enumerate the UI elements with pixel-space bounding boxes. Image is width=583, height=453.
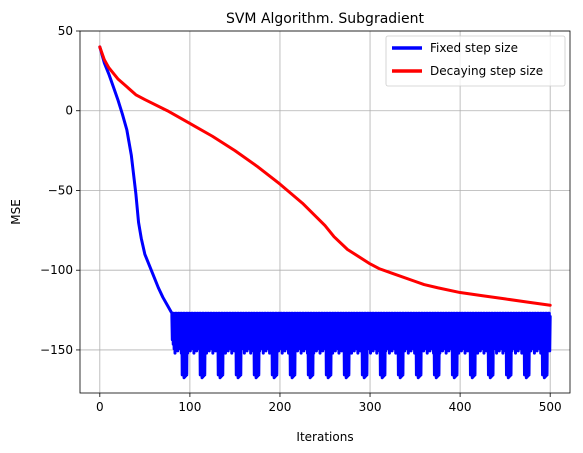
y-tick-label: −50 [48, 183, 73, 197]
legend: Fixed step size Decaying step size [385, 35, 566, 87]
y-tick-label: −150 [40, 343, 73, 357]
y-axis-label: MSE [9, 199, 23, 225]
x-tick-label: 200 [269, 400, 292, 414]
y-tick-label: 0 [65, 104, 73, 118]
legend-label-decaying: Decaying step size [430, 64, 543, 78]
series-line-decaying-step [98, 45, 552, 307]
x-tick-label: 300 [359, 400, 382, 414]
y-tick-label: 50 [58, 24, 73, 38]
x-tick-label: 500 [539, 400, 562, 414]
x-tick-label: 100 [178, 400, 201, 414]
x-axis: 0 100 200 300 400 500 [96, 393, 562, 414]
y-tick-label: −100 [40, 263, 73, 277]
y-axis: 50 0 −50 −100 −150 [40, 24, 80, 357]
plot-frame [79, 30, 571, 394]
x-tick-label: 0 [96, 400, 104, 414]
series-line-fixed-step [98, 45, 552, 380]
x-tick-label: 400 [449, 400, 472, 414]
legend-box [385, 35, 566, 87]
x-axis-label: Iterations [296, 430, 353, 444]
plot-area [98, 45, 552, 380]
legend-label-fixed: Fixed step size [430, 41, 518, 55]
chart-title: SVM Algorithm. Subgradient [226, 11, 425, 27]
